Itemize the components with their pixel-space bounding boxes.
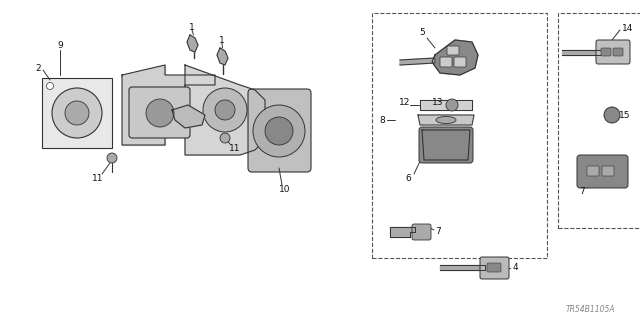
FancyBboxPatch shape [487,263,501,272]
FancyBboxPatch shape [602,166,614,176]
Polygon shape [422,130,470,160]
Circle shape [446,99,458,111]
Circle shape [52,88,102,138]
Text: 12: 12 [399,98,411,107]
FancyBboxPatch shape [42,78,112,148]
Polygon shape [562,50,605,55]
FancyBboxPatch shape [596,40,630,64]
FancyBboxPatch shape [440,57,452,67]
Polygon shape [217,48,228,65]
Circle shape [203,88,247,132]
Circle shape [107,153,117,163]
Text: 10: 10 [279,186,291,195]
Ellipse shape [436,116,456,124]
Circle shape [146,99,174,127]
FancyBboxPatch shape [601,48,611,56]
Text: 11: 11 [92,173,104,182]
Polygon shape [418,115,474,125]
Text: 11: 11 [229,143,241,153]
Circle shape [265,117,293,145]
Circle shape [65,101,89,125]
Polygon shape [400,58,435,65]
Polygon shape [172,105,205,128]
Text: 1: 1 [219,36,225,44]
FancyBboxPatch shape [613,48,623,56]
Text: 15: 15 [620,110,631,119]
FancyBboxPatch shape [454,57,466,67]
Text: 9: 9 [57,41,63,50]
FancyBboxPatch shape [248,89,311,172]
Polygon shape [432,40,478,75]
FancyBboxPatch shape [447,46,459,55]
Text: TR54B1105A: TR54B1105A [565,306,615,315]
Text: 14: 14 [622,23,634,33]
Text: 4: 4 [512,263,518,273]
Text: 6: 6 [405,173,411,182]
Circle shape [220,133,230,143]
Text: 13: 13 [432,98,444,107]
FancyBboxPatch shape [419,127,473,163]
Circle shape [604,107,620,123]
Polygon shape [187,35,198,52]
Circle shape [253,105,305,157]
FancyBboxPatch shape [480,257,509,279]
Text: 1: 1 [189,22,195,31]
Text: 8: 8 [379,116,385,124]
Polygon shape [185,65,265,155]
Text: 3: 3 [219,108,225,116]
FancyBboxPatch shape [129,87,190,138]
Polygon shape [122,65,215,145]
Polygon shape [420,100,472,110]
Polygon shape [440,265,485,270]
Text: 2: 2 [35,63,41,73]
Text: 5: 5 [419,28,425,36]
Text: 7: 7 [579,188,585,196]
FancyBboxPatch shape [577,155,628,188]
Circle shape [47,83,54,90]
FancyBboxPatch shape [587,166,599,176]
Text: 7: 7 [435,228,441,236]
Polygon shape [390,227,415,237]
Circle shape [215,100,235,120]
FancyBboxPatch shape [412,224,431,240]
